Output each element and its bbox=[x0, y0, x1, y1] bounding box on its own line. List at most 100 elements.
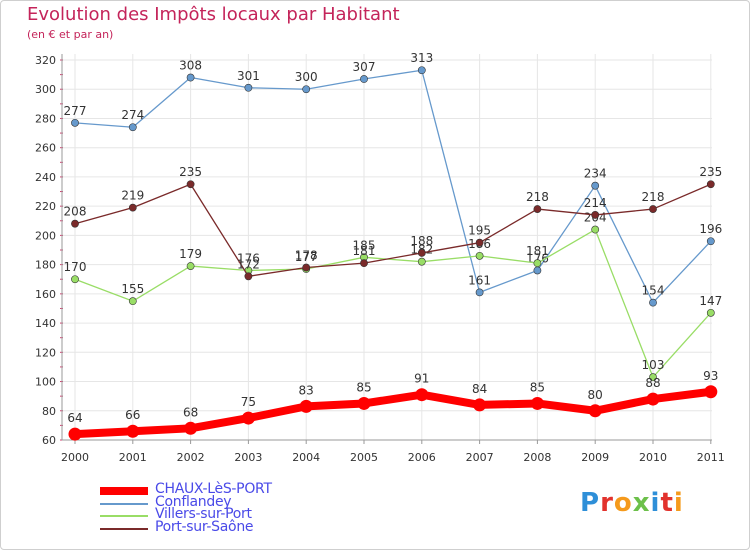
data-label: 274 bbox=[121, 108, 144, 122]
data-point bbox=[71, 219, 79, 228]
data-point bbox=[186, 73, 195, 82]
data-label: 85 bbox=[356, 380, 371, 394]
y-tick-label: 300 bbox=[35, 83, 56, 96]
data-point bbox=[184, 421, 198, 435]
x-tick-label: 2000 bbox=[61, 451, 89, 464]
data-point bbox=[475, 238, 484, 247]
x-tick-label: 2007 bbox=[466, 451, 494, 464]
data-label: 235 bbox=[699, 165, 722, 179]
logo-letter: o bbox=[613, 488, 633, 518]
legend-label: Villers-sur-Port bbox=[155, 506, 252, 522]
x-tick-label: 2003 bbox=[234, 451, 262, 464]
data-point bbox=[649, 373, 657, 382]
logo-letter: i bbox=[650, 488, 661, 518]
data-point bbox=[473, 398, 487, 412]
y-tick-label: 260 bbox=[35, 142, 56, 155]
y-tick-label: 320 bbox=[35, 54, 56, 67]
data-label: 75 bbox=[241, 395, 256, 409]
logo-letter: r bbox=[600, 488, 614, 518]
plot-area bbox=[62, 54, 712, 440]
data-point bbox=[357, 396, 371, 410]
y-tick-label: 60 bbox=[42, 434, 56, 447]
logo-letter: P bbox=[580, 488, 601, 518]
data-label: 307 bbox=[353, 60, 376, 74]
data-point bbox=[128, 123, 137, 132]
legend-swatch bbox=[100, 527, 148, 530]
proxiti-logo: Proxiti bbox=[580, 488, 684, 518]
data-point bbox=[415, 388, 429, 402]
x-tick-label: 2006 bbox=[408, 451, 436, 464]
data-point bbox=[591, 211, 600, 219]
data-point bbox=[71, 275, 79, 284]
data-point bbox=[649, 298, 657, 307]
data-point bbox=[244, 83, 253, 92]
data-label: 68 bbox=[183, 405, 198, 419]
data-point bbox=[241, 411, 255, 425]
data-point bbox=[591, 225, 600, 234]
data-label: 147 bbox=[699, 294, 722, 308]
data-point bbox=[360, 75, 368, 83]
data-point bbox=[417, 66, 426, 75]
data-label: 300 bbox=[295, 70, 318, 84]
data-label: 301 bbox=[237, 69, 260, 83]
logo-letter: t bbox=[660, 488, 674, 518]
data-label: 170 bbox=[64, 260, 87, 274]
legend-swatch bbox=[100, 487, 148, 495]
data-label: 219 bbox=[121, 189, 144, 203]
data-point bbox=[244, 272, 253, 281]
data-label: 161 bbox=[468, 273, 491, 287]
legend-label: CHAUX-LèS-PORT bbox=[155, 481, 272, 497]
y-tick-label: 180 bbox=[35, 259, 56, 272]
data-point bbox=[706, 237, 715, 246]
data-label: 85 bbox=[530, 380, 545, 394]
y-tick-label: 100 bbox=[35, 376, 56, 389]
data-point bbox=[126, 424, 140, 438]
data-point bbox=[591, 181, 600, 190]
data-label: 196 bbox=[699, 222, 722, 236]
data-label: 83 bbox=[299, 383, 314, 397]
data-label: 214 bbox=[584, 196, 607, 210]
data-label: 188 bbox=[410, 234, 433, 248]
x-tick-label: 2004 bbox=[292, 451, 320, 464]
data-point bbox=[186, 180, 195, 189]
y-tick-label: 80 bbox=[42, 405, 56, 418]
data-point bbox=[71, 118, 79, 127]
data-label: 308 bbox=[179, 59, 202, 73]
data-point bbox=[588, 404, 602, 418]
data-label: 84 bbox=[472, 382, 487, 396]
data-label: 93 bbox=[703, 369, 718, 383]
data-label: 195 bbox=[468, 224, 491, 238]
data-label: 172 bbox=[237, 257, 260, 271]
data-point bbox=[706, 180, 715, 189]
x-tick-label: 2001 bbox=[119, 451, 147, 464]
data-point bbox=[128, 297, 137, 306]
data-label: 88 bbox=[645, 376, 660, 390]
data-point bbox=[646, 392, 660, 406]
data-point bbox=[68, 427, 82, 441]
data-point bbox=[704, 385, 718, 399]
x-tick-label: 2011 bbox=[697, 451, 725, 464]
series-line bbox=[74, 387, 712, 439]
x-tick-label: 2005 bbox=[350, 451, 378, 464]
data-point bbox=[706, 308, 715, 317]
y-tick-label: 240 bbox=[35, 171, 56, 184]
x-tick-label: 2009 bbox=[581, 451, 609, 464]
data-label: 234 bbox=[584, 167, 607, 181]
data-point bbox=[128, 203, 137, 212]
y-tick-label: 200 bbox=[35, 229, 56, 242]
y-tick-label: 280 bbox=[35, 112, 56, 125]
data-point bbox=[475, 251, 484, 260]
chart-title: Evolution des Impôts locaux par Habitant bbox=[27, 4, 400, 25]
series-line bbox=[74, 183, 712, 277]
data-point bbox=[302, 263, 311, 272]
data-point bbox=[299, 399, 313, 413]
y-tick-label: 140 bbox=[35, 317, 56, 330]
x-tick-label: 2010 bbox=[639, 451, 667, 464]
x-tick-label: 2008 bbox=[523, 451, 551, 464]
legend-swatch bbox=[100, 502, 148, 505]
data-label: 178 bbox=[295, 249, 318, 263]
series-line bbox=[74, 69, 712, 304]
data-point bbox=[533, 266, 542, 275]
data-label: 181 bbox=[526, 244, 549, 258]
data-label: 235 bbox=[179, 165, 202, 179]
